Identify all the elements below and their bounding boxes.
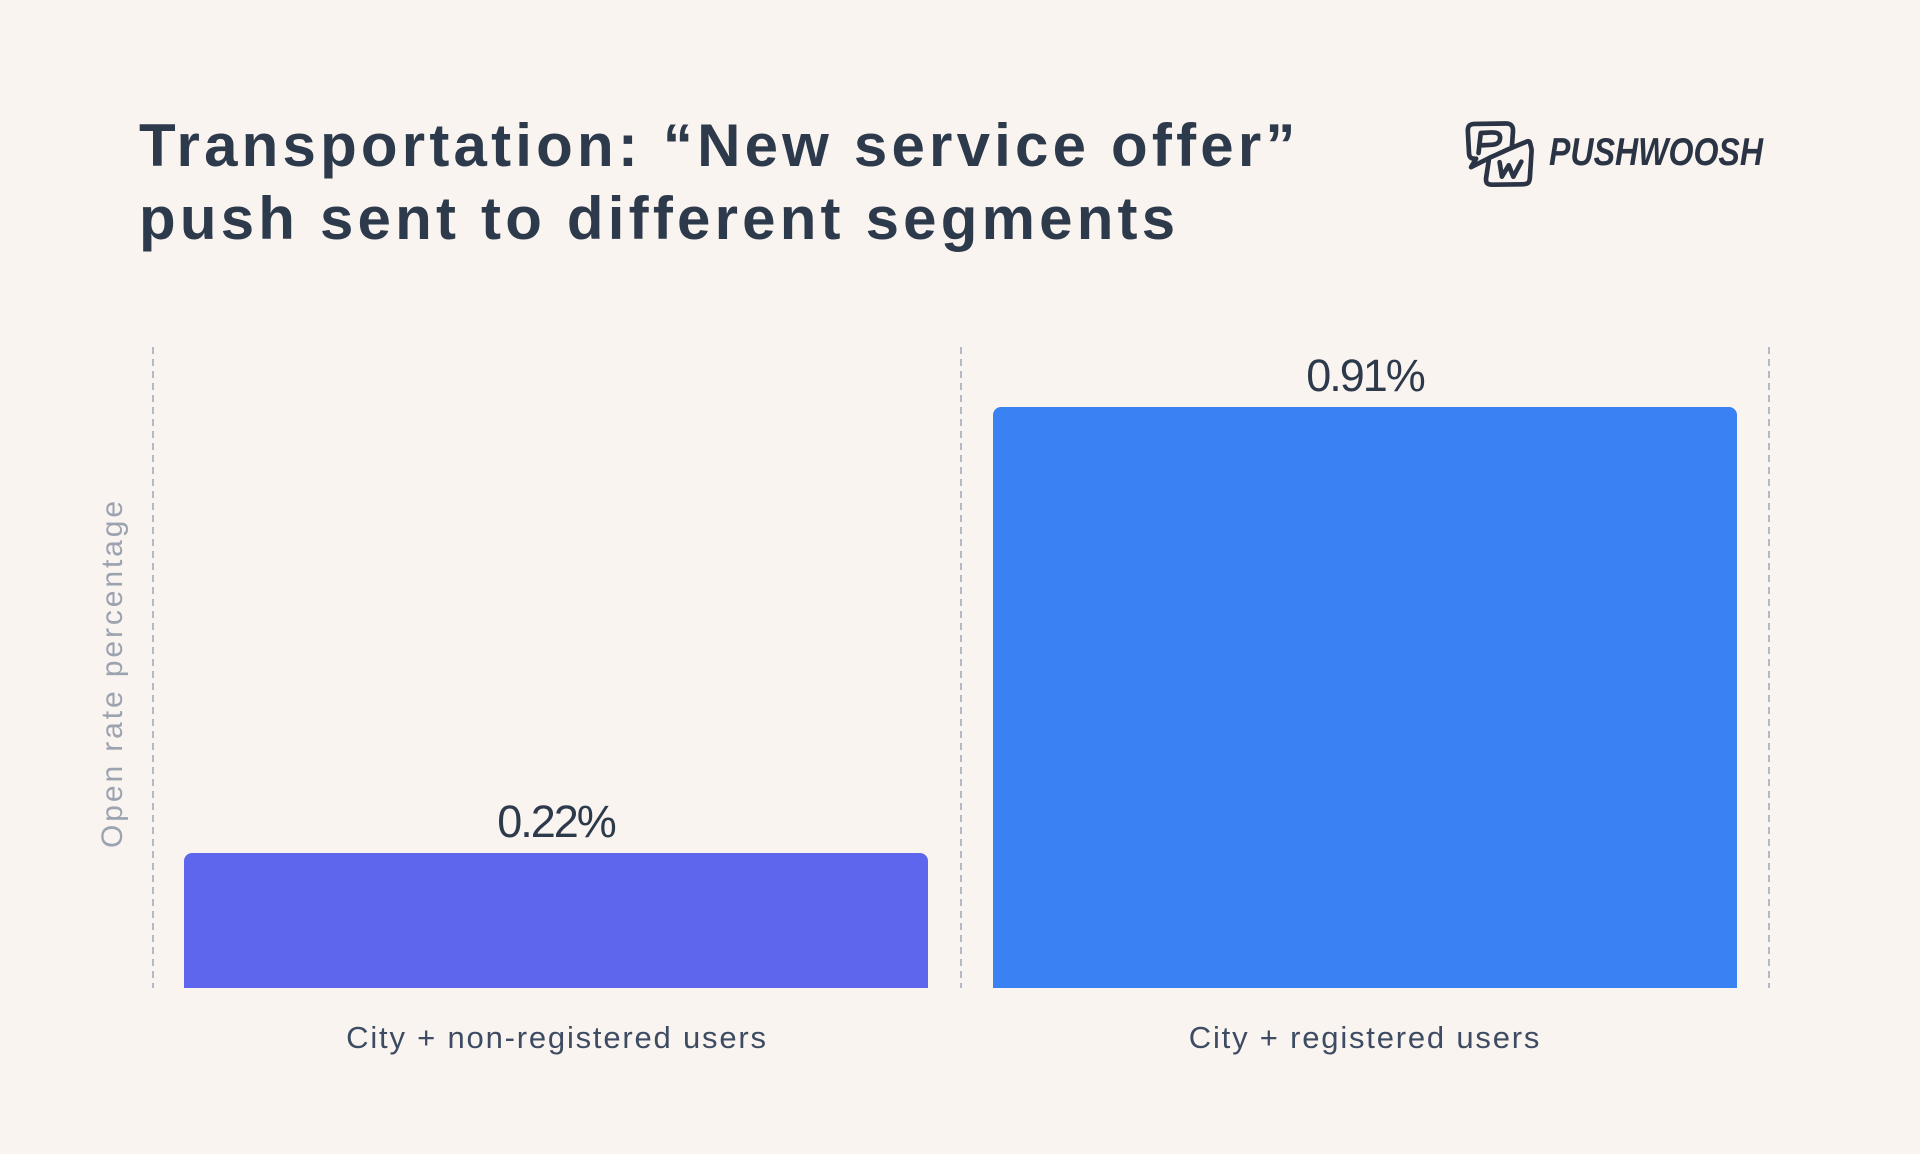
svg-text:PUSHWOOSH: PUSHWOOSH [1549,131,1764,174]
